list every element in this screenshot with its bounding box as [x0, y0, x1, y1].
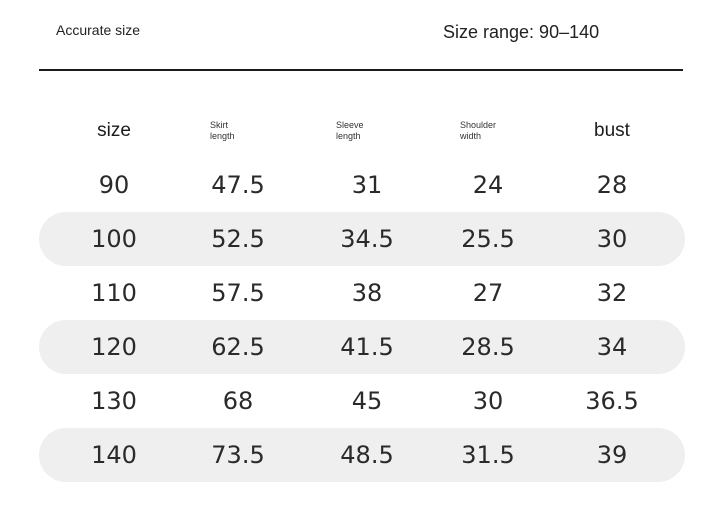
- cell-sleeve-length: 38: [351, 279, 383, 307]
- cell-sleeve-length: 45: [351, 387, 383, 415]
- column-header-shoulder-width-line1: Shoulder: [460, 120, 497, 130]
- cell-size: 110: [91, 279, 137, 307]
- cell-shoulder-width: 27: [472, 279, 504, 307]
- table-row: 120 62.5 41.5 28.5 34: [39, 320, 685, 374]
- cell-sleeve-length: 34.5: [340, 225, 394, 253]
- column-header-shoulder-width: Shoulder width: [460, 104, 520, 158]
- table-row: 130 68 45 30 36.5: [39, 374, 685, 428]
- column-header-sleeve-length: Sleeve length: [336, 104, 396, 158]
- cell-size: 90: [98, 171, 130, 199]
- cell-skirt-length: 62.5: [211, 333, 265, 361]
- table-row: 90 47.5 31 24 28: [39, 158, 685, 212]
- cell-skirt-length: 57.5: [211, 279, 265, 307]
- cell-sleeve-length: 41.5: [340, 333, 394, 361]
- table-row: 100 52.5 34.5 25.5 30: [39, 212, 685, 266]
- accurate-size-label: Accurate size: [56, 22, 141, 38]
- cell-shoulder-width: 24: [472, 171, 504, 199]
- cell-bust: 36.5: [585, 387, 639, 415]
- column-header-skirt-length-line1: Skirt: [210, 120, 228, 130]
- header-divider: [39, 69, 683, 71]
- cell-bust: 39: [596, 441, 628, 469]
- cell-skirt-length: 47.5: [211, 171, 265, 199]
- size-range-label: Size range: 90–140: [443, 22, 600, 42]
- column-header-skirt-length-line2: length: [210, 131, 235, 141]
- cell-bust: 32: [596, 279, 628, 307]
- column-header-size: size: [97, 120, 131, 141]
- table-row: 140 73.5 48.5 31.5 39: [39, 428, 685, 482]
- cell-sleeve-length: 48.5: [340, 441, 394, 469]
- column-header-shoulder-width-line2: width: [460, 131, 482, 141]
- cell-shoulder-width: 31.5: [461, 441, 515, 469]
- cell-sleeve-length: 31: [351, 171, 383, 199]
- column-header-sleeve-length-line1: Sleeve: [336, 120, 364, 130]
- cell-size: 100: [91, 225, 137, 253]
- cell-skirt-length: 52.5: [211, 225, 265, 253]
- cell-size: 120: [91, 333, 137, 361]
- column-header-skirt-length: Skirt length: [210, 104, 270, 158]
- cell-skirt-length: 73.5: [211, 441, 265, 469]
- cell-shoulder-width: 25.5: [461, 225, 515, 253]
- table-header-row: size Skirt length Sleeve length Shoulder…: [39, 104, 685, 158]
- cell-skirt-length: 68: [222, 387, 254, 415]
- column-header-bust: bust: [594, 120, 630, 141]
- cell-bust: 34: [596, 333, 628, 361]
- cell-bust: 28: [596, 171, 628, 199]
- cell-size: 130: [91, 387, 137, 415]
- cell-shoulder-width: 28.5: [461, 333, 515, 361]
- cell-size: 140: [91, 441, 137, 469]
- table-row: 110 57.5 38 27 32: [39, 266, 685, 320]
- column-header-sleeve-length-line2: length: [336, 131, 361, 141]
- cell-bust: 30: [596, 225, 628, 253]
- cell-shoulder-width: 30: [472, 387, 504, 415]
- size-chart-table: size Skirt length Sleeve length Shoulder…: [39, 104, 685, 482]
